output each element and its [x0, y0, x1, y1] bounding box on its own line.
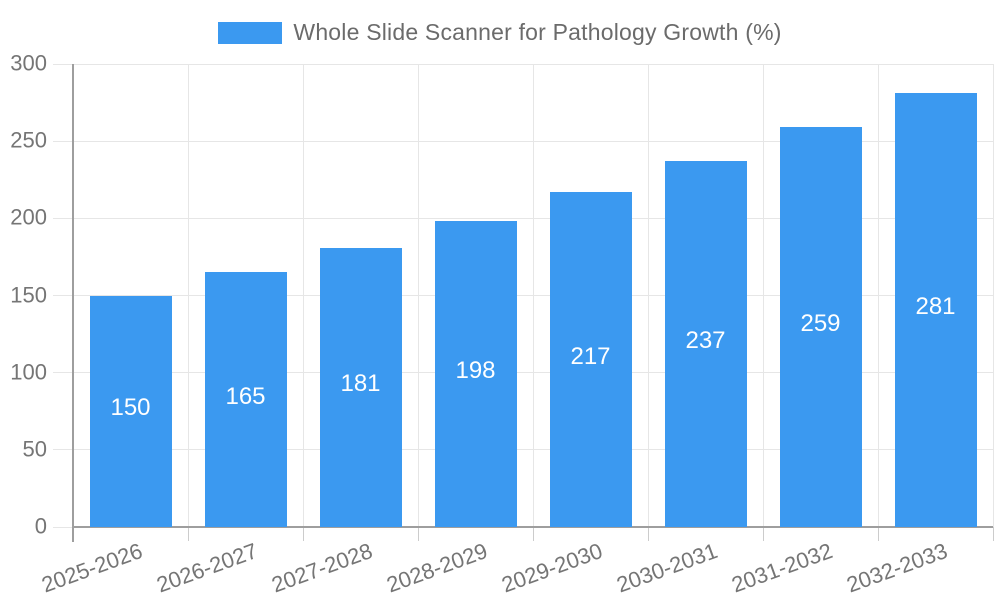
- x-axis-tick: [647, 527, 649, 541]
- y-axis-tick-label: 150: [10, 281, 47, 307]
- x-axis-tick: [417, 527, 419, 541]
- y-axis-line: [72, 64, 74, 542]
- bar-2029-2030[interactable]: 217: [549, 192, 632, 527]
- bar-value-label: 181: [340, 370, 381, 398]
- y-axis-tick-label: 50: [22, 436, 47, 462]
- x-gridline: [417, 64, 419, 527]
- x-axis-tick: [532, 527, 534, 541]
- x-gridline: [647, 64, 649, 527]
- bar-2028-2029[interactable]: 198: [434, 221, 517, 527]
- y-axis-tick-label: 300: [10, 50, 47, 76]
- bar-2025-2026[interactable]: 150: [89, 295, 172, 527]
- bar-2031-2032[interactable]: 259: [779, 127, 862, 527]
- y-gridline: [53, 295, 993, 296]
- bar-2027-2028[interactable]: 181: [319, 247, 402, 527]
- bar-2030-2031[interactable]: 237: [664, 161, 747, 527]
- x-axis-category-label: 2032-2033: [843, 538, 952, 598]
- x-gridline: [762, 64, 764, 527]
- bar-value-label: 237: [685, 327, 726, 355]
- x-gridline: [532, 64, 534, 527]
- bar-value-label: 198: [455, 357, 496, 385]
- x-gridline: [187, 64, 189, 527]
- y-axis-tick-label: 200: [10, 204, 47, 230]
- y-gridline: [53, 217, 993, 219]
- x-axis-category-label: 2029-2030: [498, 538, 607, 598]
- y-gridline: [53, 140, 993, 142]
- y-gridline: [53, 449, 993, 451]
- bar-2026-2027[interactable]: 165: [204, 272, 287, 527]
- x-axis-category-label: 2025-2026: [38, 538, 147, 598]
- x-axis-tick: [762, 527, 764, 541]
- bar-value-label: 165: [225, 382, 266, 410]
- y-gridline: [53, 63, 993, 65]
- x-axis-line: [73, 526, 993, 528]
- bar-value-label: 150: [110, 394, 151, 422]
- bar-2032-2033[interactable]: 281: [894, 93, 977, 527]
- x-axis-tick: [187, 527, 189, 541]
- x-axis-category-label: 2031-2032: [728, 538, 837, 598]
- y-axis-tick-label: 100: [10, 359, 47, 385]
- y-gridline: [53, 372, 993, 374]
- bar-value-label: 281: [915, 293, 956, 321]
- y-axis-tick-label: 0: [34, 513, 47, 539]
- bar-value-label: 259: [800, 310, 841, 338]
- bar-value-label: 217: [570, 342, 611, 370]
- chart-legend: Whole Slide Scanner for Pathology Growth…: [0, 19, 1000, 46]
- legend-label: Whole Slide Scanner for Pathology Growth…: [293, 19, 782, 45]
- x-axis-tick: [302, 527, 304, 541]
- x-axis-tick: [992, 527, 994, 541]
- x-axis-category-label: 2027-2028: [268, 538, 377, 598]
- x-axis-tick: [877, 527, 879, 541]
- x-axis-category-label: 2026-2027: [153, 538, 262, 598]
- x-gridline: [302, 64, 304, 527]
- y-axis-tick-label: 250: [10, 127, 47, 153]
- x-axis-category-label: 2030-2031: [613, 538, 722, 598]
- x-axis-category-label: 2028-2029: [383, 538, 492, 598]
- x-gridline: [877, 64, 879, 527]
- x-gridline: [992, 64, 994, 527]
- legend-swatch: [218, 21, 283, 44]
